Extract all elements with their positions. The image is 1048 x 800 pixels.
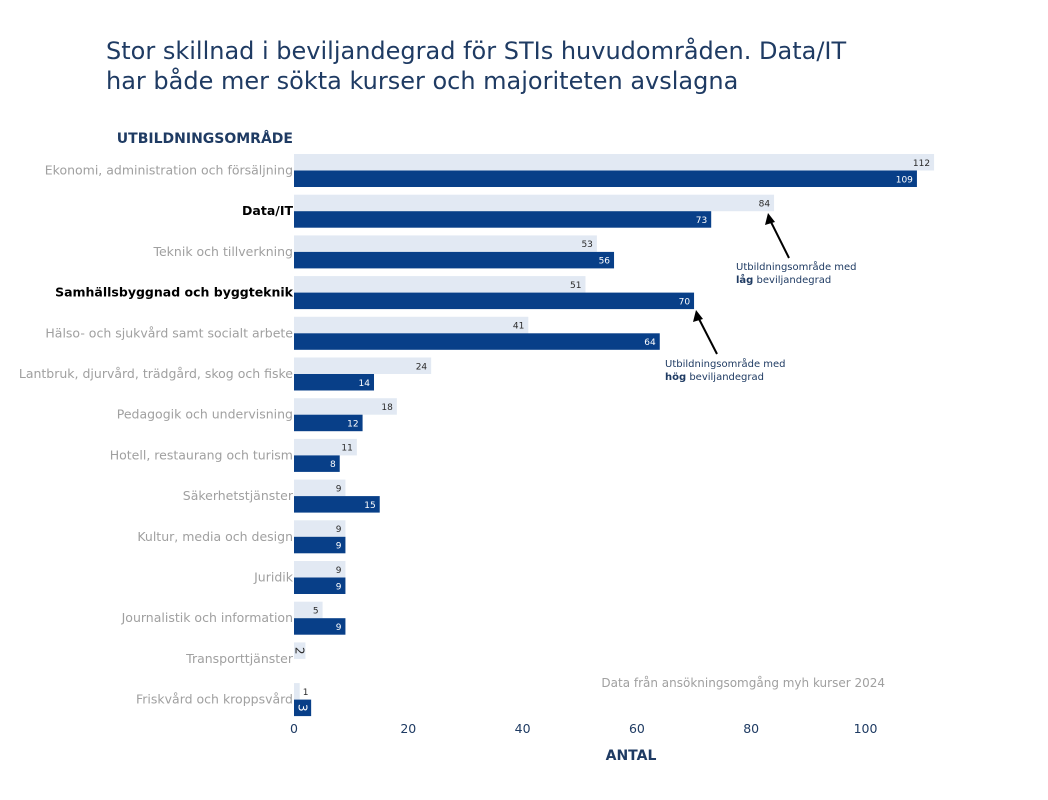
bar-dark-value: 73 xyxy=(696,216,707,226)
bar-dark xyxy=(294,414,363,432)
category-label: Hotell, restaurang och turism xyxy=(110,447,293,462)
bar-dark-value: 9 xyxy=(336,623,342,633)
annotation-high-arrowhead xyxy=(693,310,703,322)
x-tick-label: 40 xyxy=(515,721,531,736)
category-label: Friskvård och kroppsvård xyxy=(136,692,293,707)
annotation-low-arrowhead xyxy=(765,213,775,225)
bar-light-value: 18 xyxy=(381,403,393,413)
annotation-low-text: Utbildningsområde med låg beviljandegrad xyxy=(736,260,860,286)
category-label: Samhällsbyggnad och byggteknik xyxy=(55,285,294,300)
annotation-low-bold: låg xyxy=(736,273,753,286)
category-label: Pedagogik och undervisning xyxy=(117,407,293,422)
bar-dark-value: 14 xyxy=(359,379,371,389)
bar-dark-value: 56 xyxy=(599,257,611,267)
bar-dark-value: 3 xyxy=(296,704,310,712)
annotation-low-arrow xyxy=(769,219,790,259)
bar-dark xyxy=(294,536,346,554)
x-tick-label: 20 xyxy=(400,721,416,736)
title-line-1: Stor skillnad i beviljandegrad för STIs … xyxy=(106,37,847,65)
bar-light-value: 24 xyxy=(416,362,428,372)
bar-light-value: 2 xyxy=(293,647,307,655)
bar-light-value: 9 xyxy=(336,566,342,576)
bar-light xyxy=(294,235,597,252)
bar-light-value: 41 xyxy=(513,322,524,332)
bar-dark xyxy=(294,211,712,228)
annotation-high-text: Utbildningsområde med hög beviljandegrad xyxy=(665,357,789,383)
category-label: Teknik och tillverkning xyxy=(152,244,293,259)
bar-light xyxy=(294,398,397,415)
category-label: Hälso- och sjukvård samt socialt arbete xyxy=(45,325,293,340)
category-label: Lantbruk, djurvård, trädgård, skog och f… xyxy=(19,366,293,381)
bar-light-value: 11 xyxy=(341,444,352,454)
bar-light-value: 1 xyxy=(303,688,309,698)
bar-light xyxy=(294,561,346,578)
annotation-high-arrow xyxy=(697,316,718,355)
bar-dark xyxy=(294,577,346,594)
x-tick-label: 100 xyxy=(854,721,878,736)
bar-light xyxy=(294,479,346,497)
x-tick-label: 80 xyxy=(743,721,759,736)
chart-title: Stor skillnad i beviljandegrad för STIs … xyxy=(106,36,966,96)
bar-light xyxy=(294,642,306,659)
category-label: Transporttjänster xyxy=(185,651,294,666)
x-axis-title: ANTAL xyxy=(606,748,657,764)
bar-dark xyxy=(294,333,660,350)
bar-light xyxy=(294,316,529,334)
bar-light xyxy=(294,154,935,171)
bar-light xyxy=(294,438,357,456)
bar-light-value: 5 xyxy=(313,606,319,616)
bar-light-value: 9 xyxy=(336,525,342,535)
category-label: Juridik xyxy=(253,570,294,585)
bar-light-value: 9 xyxy=(336,484,342,494)
annotation-high-rest: beviljandegrad xyxy=(686,372,764,383)
category-label: Data/IT xyxy=(242,203,293,218)
bar-dark xyxy=(294,251,615,269)
category-label: Kultur, media och design xyxy=(137,529,293,544)
bar-dark xyxy=(294,170,917,187)
x-tick-label: 60 xyxy=(629,721,645,736)
bar-dark xyxy=(294,455,340,472)
bar-light xyxy=(294,276,586,293)
bar-dark-value: 109 xyxy=(896,175,913,185)
bar-light xyxy=(294,683,300,700)
annotation-low-line1: Utbildningsområde med xyxy=(736,260,857,273)
bar-light xyxy=(294,357,432,374)
category-label: Journalistik och information xyxy=(121,610,293,625)
title-line-2: har både mer sökta kurser och majoritete… xyxy=(106,67,739,95)
bar-light-value: 53 xyxy=(581,240,592,250)
bar-dark-value: 9 xyxy=(336,542,342,552)
bar-dark xyxy=(294,618,346,635)
bar-dark-value: 8 xyxy=(330,460,336,470)
bar-dark xyxy=(294,496,380,513)
x-tick-label: 0 xyxy=(290,721,298,736)
bar-light xyxy=(294,601,323,619)
annotation-high: Utbildningsområde med hög beviljandegrad xyxy=(665,310,789,383)
annotation-low-rest: beviljandegrad xyxy=(753,275,831,286)
annotation-high-line1: Utbildningsområde med xyxy=(665,357,786,370)
annotation-high-bold: hög xyxy=(665,372,686,383)
bar-dark xyxy=(294,292,695,310)
bar-dark-value: 9 xyxy=(336,582,342,592)
source-note: Data från ansökningsomgång myh kurser 20… xyxy=(601,676,885,690)
bar-light-value: 112 xyxy=(913,159,930,169)
category-label: Ekonomi, administration och försäljning xyxy=(45,163,293,178)
bar-dark-value: 70 xyxy=(679,297,691,307)
bar-dark xyxy=(294,699,312,717)
bar-dark-value: 15 xyxy=(364,501,375,511)
bar-dark-value: 64 xyxy=(644,338,656,348)
bar-light xyxy=(294,520,346,537)
bar-dark-value: 12 xyxy=(347,419,358,429)
bar-light-value: 51 xyxy=(570,281,581,291)
bar-light-value: 84 xyxy=(759,199,771,209)
annotation-low: Utbildningsområde med låg beviljandegrad xyxy=(736,213,860,286)
bar-light xyxy=(294,194,775,212)
y-axis-title: UTBILDNINGSOMRÅDE xyxy=(117,130,293,147)
bar-dark xyxy=(294,374,375,391)
category-label: Säkerhetstjänster xyxy=(183,488,294,503)
